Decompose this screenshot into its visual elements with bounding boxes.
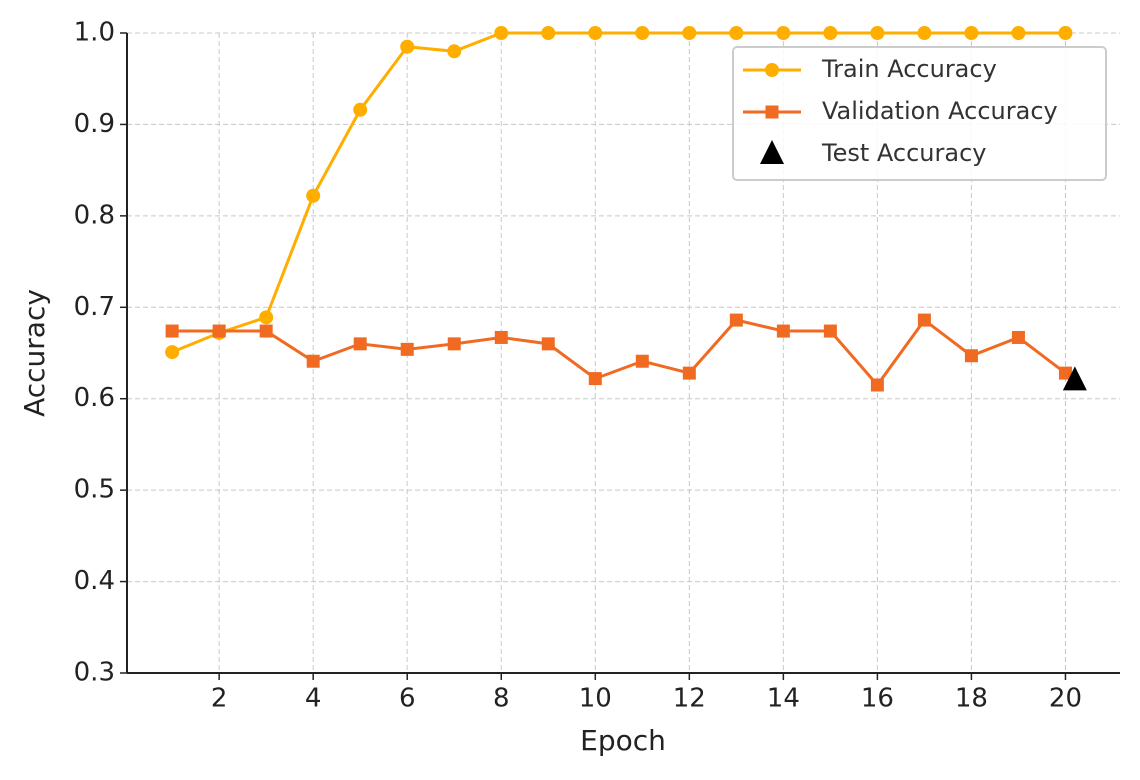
y-tick-label: 0.7 [74, 292, 115, 322]
point [964, 26, 979, 40]
point [400, 39, 415, 54]
x-tick-label: 14 [767, 684, 800, 714]
legend-marker [765, 63, 779, 77]
point [917, 313, 931, 327]
y-axis-label: Accuracy [18, 289, 51, 417]
y-tick-label: 0.6 [74, 383, 115, 413]
point [964, 349, 978, 363]
point [306, 188, 321, 203]
point [447, 44, 462, 59]
point [729, 313, 743, 327]
point [541, 26, 556, 40]
x-axis-label: Epoch [580, 724, 666, 757]
point [1058, 26, 1073, 40]
legend-box [732, 46, 1107, 181]
y-tick-label: 0.9 [74, 109, 115, 139]
point [729, 26, 744, 40]
y-tick-label: 0.8 [74, 200, 115, 230]
x-tick-label: 4 [305, 684, 322, 714]
point [588, 26, 603, 40]
point [494, 26, 509, 40]
legend-label: Validation Accuracy [822, 97, 1058, 125]
legend-label: Train Accuracy [821, 55, 997, 83]
point [588, 372, 602, 386]
x-tick-label: 6 [399, 684, 416, 714]
point [1011, 26, 1026, 40]
y-tick-label: 0.3 [74, 658, 115, 688]
point [541, 337, 555, 351]
point [306, 354, 320, 368]
point [776, 26, 791, 40]
point [823, 324, 837, 338]
x-tick-label: 10 [579, 684, 612, 714]
point [165, 345, 180, 360]
point [635, 26, 650, 40]
point [870, 378, 884, 392]
line [172, 317, 1067, 388]
point [353, 337, 367, 351]
point [682, 366, 696, 380]
point [870, 26, 885, 40]
x-tick-label: 8 [493, 684, 510, 714]
y-tick-label: 0.5 [74, 475, 115, 505]
point [353, 102, 368, 117]
point [1058, 366, 1072, 380]
y-tick-label: 0.4 [74, 566, 115, 596]
point [682, 26, 697, 40]
point [494, 330, 508, 344]
x-tick-label: 16 [861, 684, 894, 714]
legend-marker [760, 140, 784, 164]
legend-marker [765, 105, 779, 119]
point [635, 354, 649, 368]
point [165, 324, 179, 338]
point [259, 324, 273, 338]
legend-label: Test Accuracy [821, 139, 986, 167]
point [400, 342, 414, 356]
point [776, 324, 790, 338]
point [1062, 366, 1087, 391]
x-tick-label: 2 [211, 684, 228, 714]
line [171, 31, 1066, 354]
x-tick-label: 12 [673, 684, 706, 714]
point [447, 337, 461, 351]
point [1011, 330, 1025, 344]
y-tick-label: 1.0 [74, 18, 115, 48]
point [259, 310, 274, 325]
point [212, 324, 226, 338]
point [917, 26, 932, 40]
point [823, 26, 838, 40]
x-tick-label: 20 [1049, 684, 1082, 714]
x-tick-label: 18 [955, 684, 988, 714]
